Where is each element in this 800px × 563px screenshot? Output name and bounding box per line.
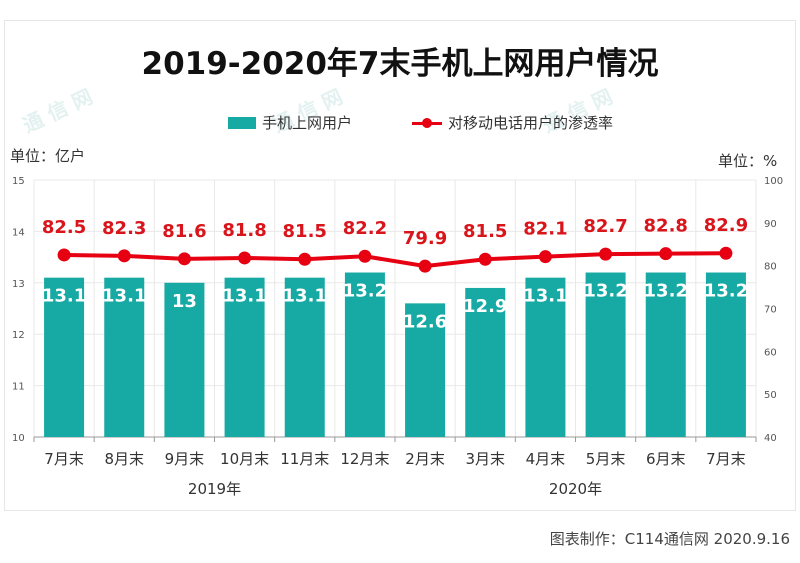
bar bbox=[164, 282, 205, 437]
bar-value-label: 13.2 bbox=[583, 281, 627, 302]
bar bbox=[405, 303, 446, 437]
y-right-tick-label: 40 bbox=[764, 433, 777, 444]
bar bbox=[284, 277, 325, 437]
y-right-tick-label: 100 bbox=[764, 176, 783, 187]
year-group-label: 2020年 bbox=[549, 480, 602, 498]
x-tick-label: 7月末 bbox=[706, 450, 746, 468]
bar bbox=[44, 277, 85, 437]
y-right-tick-label: 50 bbox=[764, 390, 777, 401]
chart-title: 2019-2020年7末手机上网用户情况 bbox=[141, 46, 659, 82]
bar-value-label: 12.9 bbox=[463, 296, 507, 317]
legend-item-line: 对移动电话用户的渗透率 bbox=[412, 112, 613, 133]
bar bbox=[465, 287, 506, 437]
x-tick-label: 4月末 bbox=[526, 450, 566, 468]
x-tick-label: 8月末 bbox=[104, 450, 144, 468]
legend: 手机上网用户 对移动电话用户的渗透率 bbox=[0, 112, 800, 136]
footer-credit: 图表制作：C114通信网 2020.9.16 bbox=[549, 530, 790, 548]
line-point bbox=[478, 252, 492, 266]
bar-value-label: 12.6 bbox=[403, 311, 447, 332]
line-point bbox=[298, 252, 312, 266]
line-value-label: 81.6 bbox=[162, 221, 206, 242]
line-value-label: 82.8 bbox=[644, 216, 688, 237]
legend-swatch-bar bbox=[228, 116, 256, 129]
line-point bbox=[719, 246, 733, 260]
x-tick-label: 10月末 bbox=[220, 450, 269, 468]
x-tick-label: 2月末 bbox=[405, 450, 445, 468]
bar bbox=[525, 277, 566, 437]
left-axis-unit: 单位：亿户 bbox=[10, 147, 86, 165]
y-right-tick-label: 80 bbox=[764, 262, 777, 273]
line-point bbox=[57, 248, 71, 262]
y-left-tick-label: 13 bbox=[12, 279, 25, 290]
line-value-label: 82.3 bbox=[102, 218, 146, 239]
bar-value-label: 13.2 bbox=[343, 281, 387, 302]
y-right-tick-label: 70 bbox=[764, 305, 777, 316]
line-point bbox=[599, 247, 613, 261]
x-tick-label: 7月末 bbox=[44, 450, 84, 468]
legend-label-line: 对移动电话用户的渗透率 bbox=[448, 114, 614, 132]
legend-item-bar: 手机上网用户 bbox=[228, 112, 352, 133]
x-tick-label: 3月末 bbox=[465, 450, 505, 468]
legend-swatch-line bbox=[412, 117, 442, 129]
x-tick-label: 6月末 bbox=[646, 450, 686, 468]
line-value-label: 82.7 bbox=[583, 216, 627, 237]
bar-value-label: 13.1 bbox=[42, 286, 86, 307]
bar-value-label: 13.1 bbox=[222, 286, 266, 307]
line-point bbox=[659, 247, 673, 261]
y-right-tick-label: 90 bbox=[764, 219, 777, 230]
legend-label-bar: 手机上网用户 bbox=[262, 114, 353, 132]
bar bbox=[344, 272, 385, 437]
line-point bbox=[117, 249, 131, 263]
line-value-label: 81.8 bbox=[222, 220, 266, 241]
bar bbox=[104, 277, 145, 437]
bar-value-label: 13.2 bbox=[644, 281, 688, 302]
bar-value-label: 13.1 bbox=[523, 286, 567, 307]
y-left-tick-label: 11 bbox=[12, 382, 25, 393]
bar bbox=[645, 272, 686, 437]
bar bbox=[705, 272, 746, 437]
y-left-tick-label: 14 bbox=[12, 227, 25, 238]
x-tick-label: 5月末 bbox=[586, 450, 626, 468]
penetration-line bbox=[64, 251, 726, 269]
line-value-label: 82.5 bbox=[42, 217, 86, 238]
line-point bbox=[358, 249, 372, 263]
line-value-label: 82.9 bbox=[704, 215, 748, 236]
line-point bbox=[418, 259, 432, 273]
y-left-tick-label: 12 bbox=[12, 330, 25, 341]
x-tick-label: 12月末 bbox=[340, 450, 389, 468]
line-value-label: 81.5 bbox=[463, 221, 507, 242]
line-point bbox=[238, 251, 252, 265]
line-point bbox=[538, 250, 552, 264]
line-value-label: 82.1 bbox=[523, 219, 567, 240]
y-right-tick-label: 60 bbox=[764, 347, 777, 358]
bar-value-label: 13.1 bbox=[283, 286, 327, 307]
x-tick-label: 11月末 bbox=[280, 450, 329, 468]
bar-value-label: 13 bbox=[172, 291, 197, 312]
x-tick-label: 9月末 bbox=[165, 450, 205, 468]
line-point bbox=[177, 252, 191, 266]
bar-value-label: 13.1 bbox=[102, 286, 146, 307]
line-value-label: 82.2 bbox=[343, 218, 387, 239]
y-left-tick-label: 15 bbox=[12, 176, 25, 187]
bar bbox=[585, 272, 626, 437]
line-value-label: 81.5 bbox=[283, 221, 327, 242]
year-group-label: 2019年 bbox=[188, 480, 241, 498]
right-axis-unit: 单位：% bbox=[718, 152, 778, 170]
bar-value-label: 13.2 bbox=[704, 281, 748, 302]
y-left-tick-label: 10 bbox=[12, 433, 25, 444]
bar bbox=[224, 277, 265, 437]
line-value-label: 79.9 bbox=[403, 228, 447, 249]
